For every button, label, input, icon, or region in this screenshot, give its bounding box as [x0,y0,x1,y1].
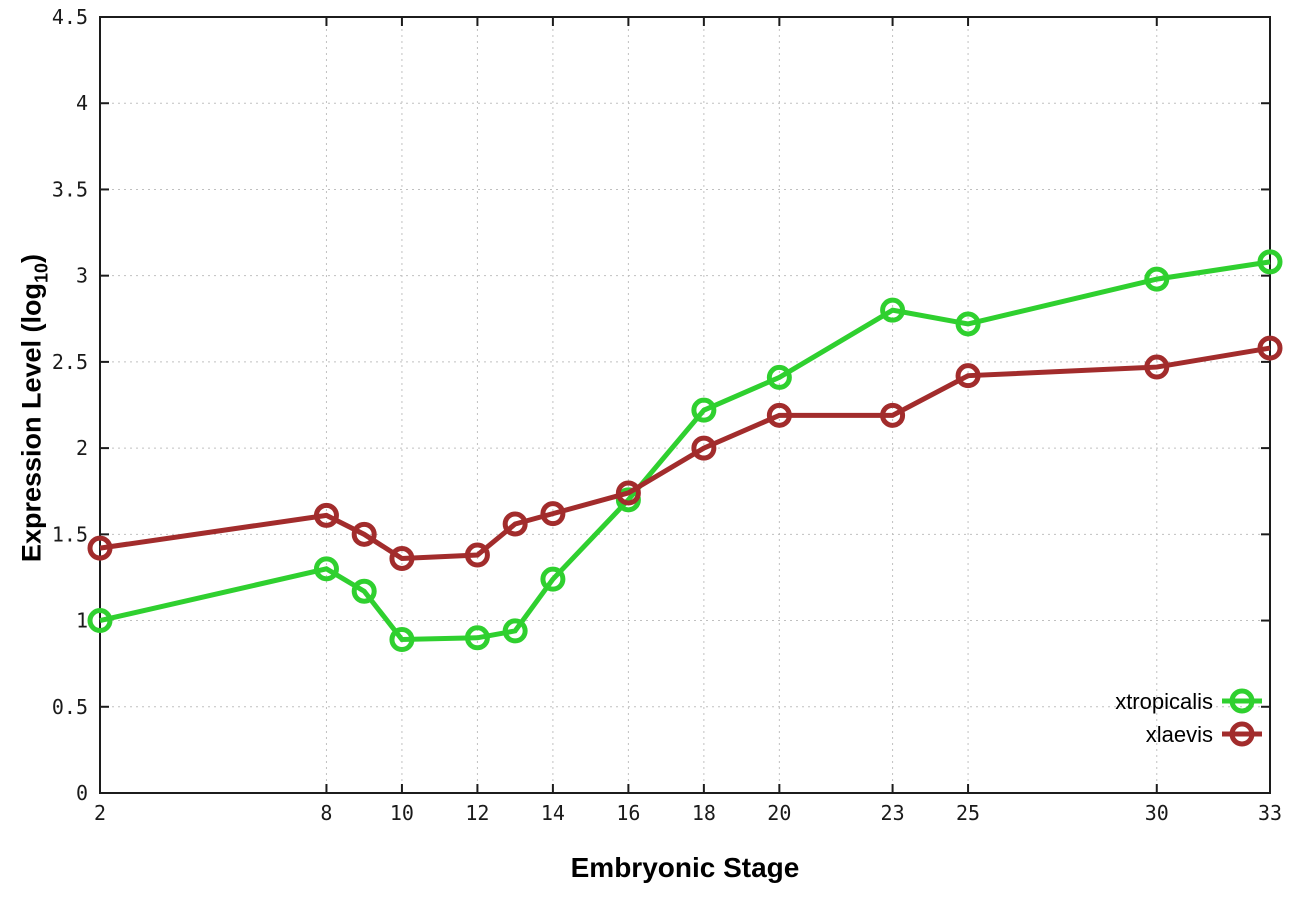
data-point-marker [955,363,981,389]
data-point-marker [691,435,717,461]
y-tick-label: 0.5 [52,695,88,719]
data-point-marker [766,364,792,390]
plot-border [99,16,1271,794]
axis-ticks: 2 8 10 12 14 16 18 20 23 25 30 33 0 0.5 1 1.5 2 2.5 3 3.5 4 4… [52,5,1282,825]
data-point-marker [464,625,490,651]
y-tick-label: 3.5 [52,177,88,201]
data-point-marker [1144,354,1170,380]
x-tick-label: 2 [94,801,106,825]
data-point-marker [313,502,339,528]
data-point-marker [1257,249,1283,275]
series-xtropicalis [87,249,1283,653]
series-line-xtropicalis [99,259,1271,643]
legend-label-xlaevis: xlaevis [1146,722,1213,747]
y-tick-label: 2 [76,436,88,460]
y-tick-label: 1 [76,609,88,633]
data-point-marker [351,578,377,604]
x-tick-label: 23 [881,801,905,825]
x-tick-label: 33 [1258,801,1282,825]
x-tick-label: 16 [616,801,640,825]
legend-sample-marker [1229,721,1255,747]
x-tick-label: 8 [320,801,332,825]
x-axis-title-text: Embryonic Stage [570,852,800,883]
data-point-marker [615,480,641,506]
data-point-marker [313,556,339,582]
y-tick-label: 3 [76,264,88,288]
gridlines [99,16,1271,794]
data-point-marker [351,521,377,547]
series-line-xlaevis [99,345,1271,562]
data-point-marker [1257,335,1283,361]
data-point-marker [766,402,792,428]
data-point-marker [540,501,566,527]
data-point-marker [955,311,981,337]
x-tick-label: 12 [465,801,489,825]
x-axis-title: Embryonic Stage [100,852,1270,884]
data-point-marker [389,627,415,653]
data-point-marker [464,542,490,568]
data-point-marker [87,608,113,634]
series-xlaevis [87,335,1283,571]
y-tick-label: 2.5 [52,350,88,374]
x-tick-label: 10 [390,801,414,825]
data-point-marker [691,397,717,423]
y-tick-label: 1.5 [52,522,88,546]
y-axis-title-subscript: 10 [31,262,52,283]
y-axis-title-text: Expression Level (log [16,282,47,563]
data-point-marker [540,566,566,592]
x-tick-label: 30 [1145,801,1169,825]
data-point-marker [389,545,415,571]
y-axis-title: Expression Level (log10) [16,253,52,563]
x-tick-label: 14 [541,801,565,825]
x-tick-label: 25 [956,801,980,825]
data-point-marker [502,511,528,537]
data-point-marker [87,535,113,561]
legend-sample-marker [1229,688,1255,714]
x-tick-label: 20 [767,801,791,825]
y-tick-label: 4 [76,91,88,115]
legend: xtropicalis xlaevis [1115,688,1262,747]
legend-label-xtropicalis: xtropicalis [1115,689,1213,714]
y-tick-label: 0 [76,781,88,805]
data-point-marker [1144,266,1170,292]
data-point-marker [880,402,906,428]
y-axis-title-suffix: ) [16,253,47,263]
x-tick-label: 18 [692,801,716,825]
data-point-marker [502,618,528,644]
y-tick-label: 4.5 [52,5,88,29]
data-point-marker [880,297,906,323]
